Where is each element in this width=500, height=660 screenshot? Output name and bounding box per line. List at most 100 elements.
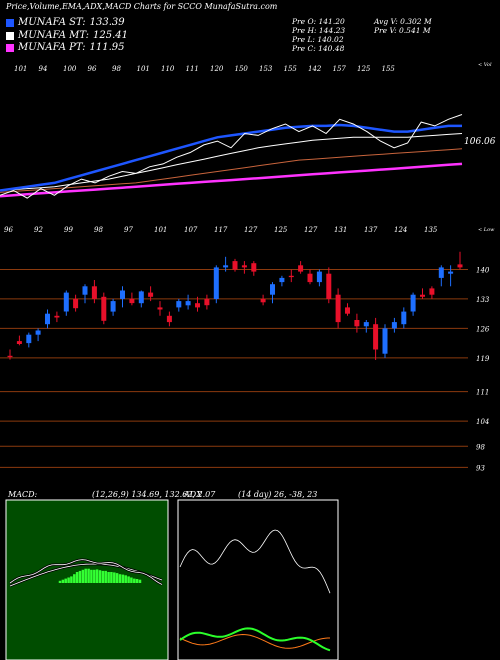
ema-bottom-number: 101 bbox=[154, 226, 167, 234]
candle-body bbox=[241, 265, 247, 268]
legend-label-st: MUNAFA ST: bbox=[18, 17, 86, 28]
candle-body bbox=[195, 303, 200, 308]
candle-body bbox=[420, 294, 425, 297]
price-tick-label: 133 bbox=[476, 296, 490, 304]
ema-line-pt bbox=[0, 162, 463, 198]
ema-bottom-number: 98 bbox=[94, 226, 103, 234]
ema-top-number: 96 bbox=[88, 65, 97, 73]
ema-top-number: 155 bbox=[284, 65, 298, 73]
ema-top-number: 101 bbox=[14, 65, 27, 73]
candle-body bbox=[429, 288, 435, 295]
candle-body bbox=[120, 290, 125, 299]
macd-panel bbox=[5, 499, 169, 660]
adx-label: ADX bbox=[184, 490, 202, 499]
price-tick-label: 93 bbox=[476, 464, 485, 472]
ema-top-number: 125 bbox=[357, 65, 371, 73]
candle-body bbox=[316, 271, 322, 283]
ema-top-number: 101 bbox=[137, 65, 150, 73]
candle-body bbox=[185, 301, 191, 306]
candle-body bbox=[354, 320, 360, 327]
candle-body bbox=[260, 298, 266, 303]
macd-values: (12,26,9) 134.69, 132.62, 2.07 bbox=[92, 490, 216, 499]
page-title: Price,Volume,EMA,ADX,MACD Charts for SCC… bbox=[6, 2, 278, 11]
candle-body bbox=[91, 286, 97, 299]
candle-body bbox=[54, 315, 60, 318]
candle-body bbox=[391, 322, 397, 329]
legend-st: MUNAFA ST: 133.39 bbox=[6, 17, 125, 28]
legend-value-st: 133.39 bbox=[89, 17, 125, 28]
legend-value-pt: 111.95 bbox=[89, 42, 125, 53]
ema-line-lt bbox=[0, 148, 463, 193]
ema-bottom-right-label: < Low bbox=[478, 227, 495, 233]
stat-pre-vol: Pre V: 0.541 M bbox=[374, 26, 431, 35]
ema-bottom-number: 107 bbox=[184, 226, 198, 234]
candle-body bbox=[373, 324, 379, 350]
ema-bottom-number: 125 bbox=[274, 226, 288, 234]
ema-top-number: 94 bbox=[39, 65, 48, 73]
ema-top-number: 150 bbox=[235, 65, 249, 73]
stat-avg-vol: Avg V: 0.302 M bbox=[374, 17, 432, 26]
stat-close: Pre C: 140.48 bbox=[292, 44, 345, 53]
ema-bottom-number: 92 bbox=[34, 226, 43, 234]
stat-low: Pre L: 140.02 bbox=[292, 35, 344, 44]
candle-body bbox=[176, 301, 182, 308]
candle-body bbox=[232, 261, 238, 270]
candle-body bbox=[279, 277, 285, 283]
candle-body bbox=[101, 296, 107, 321]
stat-open: Pre O: 141.20 bbox=[292, 17, 345, 26]
price-tick-label: 104 bbox=[476, 418, 489, 426]
candle-body bbox=[410, 294, 416, 312]
ema-last-value: 106.06 bbox=[464, 137, 496, 147]
candle-body bbox=[307, 273, 313, 283]
ema-top-number: 157 bbox=[333, 65, 347, 73]
adx-values: (14 day) 26, -38, 23 bbox=[238, 490, 318, 499]
price-tick-label: 126 bbox=[476, 325, 490, 333]
ema-bottom-number: 99 bbox=[64, 226, 73, 234]
candle-body bbox=[270, 284, 275, 295]
ema-bottom-number: 124 bbox=[394, 226, 407, 234]
ema-line-mt bbox=[0, 133, 463, 191]
candle-body bbox=[326, 273, 332, 299]
candle-body bbox=[129, 298, 135, 304]
ema-bottom-number: 117 bbox=[214, 226, 228, 234]
ema-line-price bbox=[0, 114, 463, 199]
stat-high: Pre H: 144.23 bbox=[292, 26, 346, 35]
candle-body bbox=[251, 263, 257, 272]
legend-mt: MUNAFA MT: 125.41 bbox=[6, 30, 128, 41]
ema-bottom-number: 97 bbox=[124, 226, 133, 234]
adx-line-inner bbox=[179, 529, 331, 594]
candle-body bbox=[204, 298, 210, 306]
candle-body bbox=[438, 267, 444, 278]
candle-body bbox=[382, 328, 388, 354]
ema-top-number: 111 bbox=[186, 65, 199, 73]
ema-bottom-number: 127 bbox=[244, 226, 258, 234]
candle-body bbox=[345, 307, 350, 314]
ema-top-number: 98 bbox=[112, 65, 121, 73]
candle-body bbox=[401, 311, 407, 325]
candle-body bbox=[110, 301, 116, 312]
legend-swatch-st bbox=[6, 18, 14, 27]
ema-top-number: 120 bbox=[210, 65, 224, 73]
candle-body bbox=[82, 286, 88, 295]
ema-line-st bbox=[0, 123, 462, 192]
candle-body bbox=[148, 292, 154, 297]
candle-body bbox=[26, 334, 32, 344]
legend-swatch-mt bbox=[6, 31, 14, 40]
candle-body bbox=[223, 265, 229, 268]
ema-bottom-number: 137 bbox=[364, 226, 378, 234]
macd-label: MACD: bbox=[8, 490, 38, 499]
adx-plus-di-line bbox=[179, 627, 331, 652]
candle-body bbox=[63, 292, 69, 312]
candle-body bbox=[45, 313, 50, 325]
price-tick-label: 111 bbox=[476, 389, 489, 397]
candle-body bbox=[448, 271, 454, 274]
candle-body bbox=[35, 330, 41, 335]
candle-body bbox=[288, 275, 294, 278]
legend-label-mt: MUNAFA MT: bbox=[18, 30, 90, 41]
ema-bottom-number: 135 bbox=[424, 226, 438, 234]
candle-body bbox=[213, 267, 219, 299]
candle-body bbox=[73, 298, 79, 309]
candle-body bbox=[16, 341, 22, 344]
